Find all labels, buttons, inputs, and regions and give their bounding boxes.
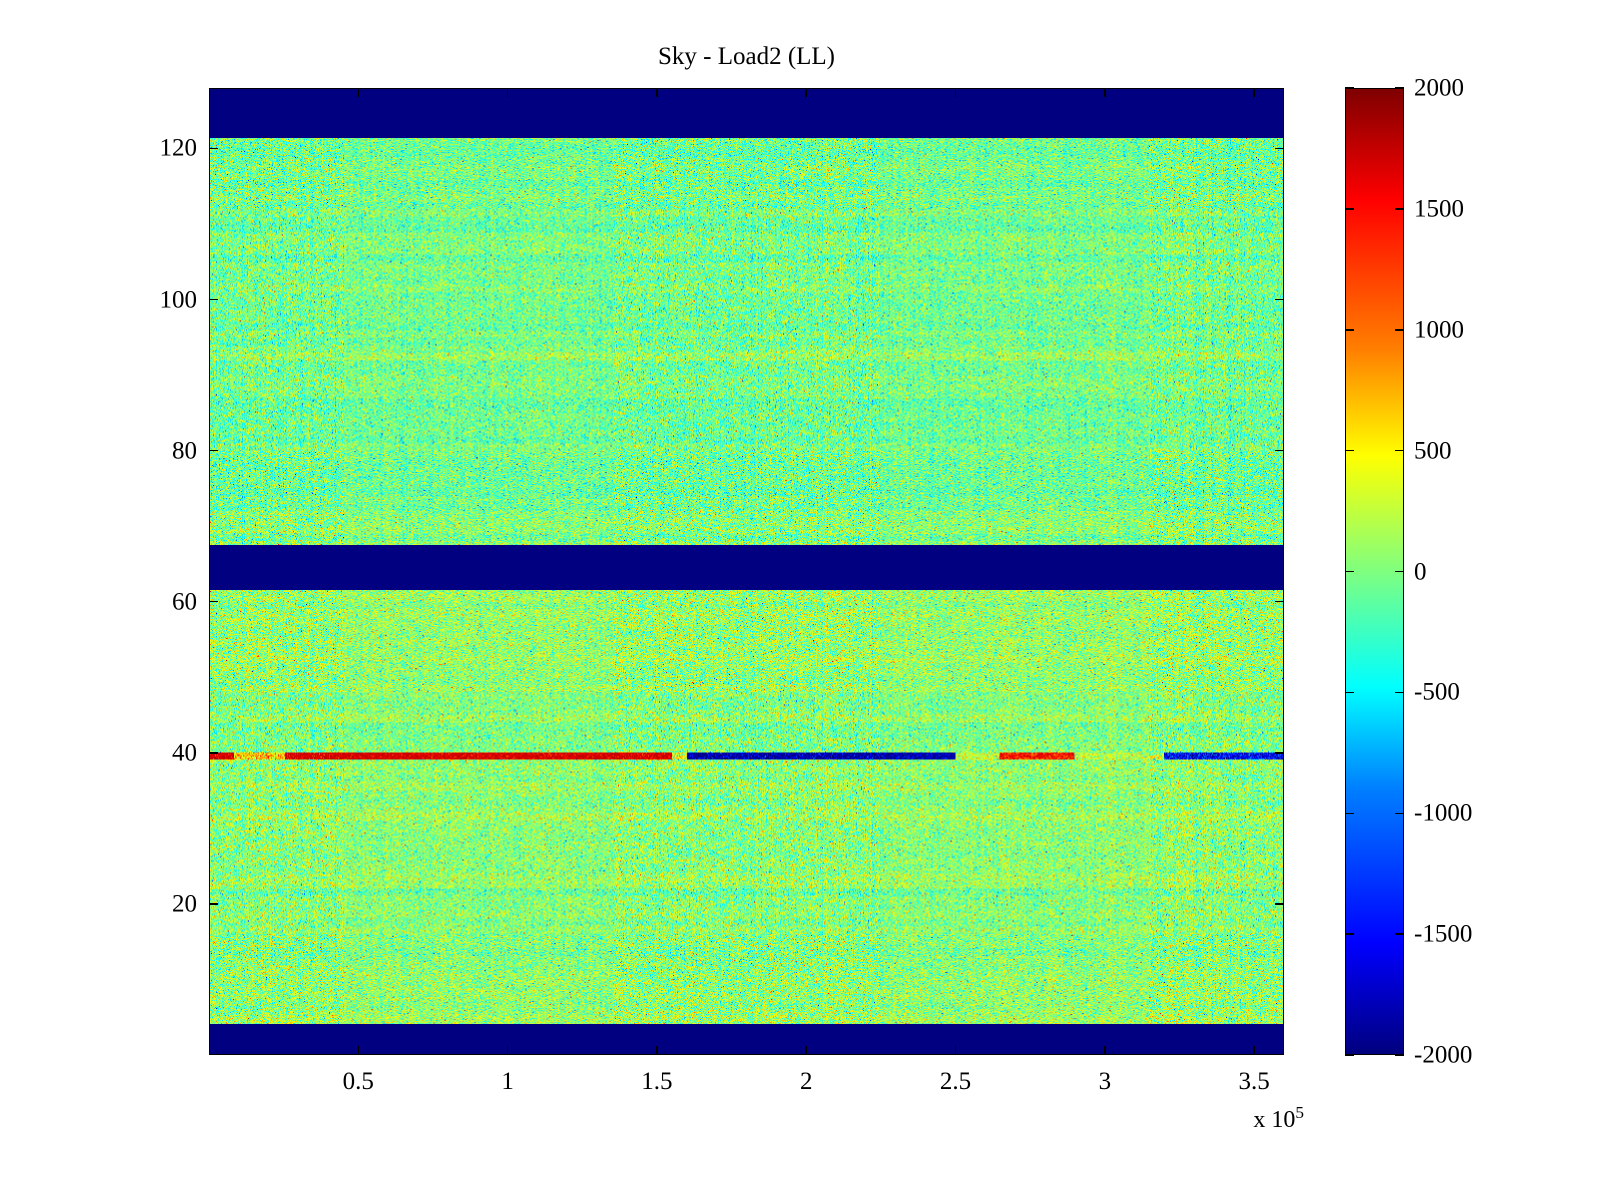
colorbar-tick-right [1395,691,1404,694]
y-axis-tick [209,449,218,452]
colorbar-tick-label: 500 [1414,437,1452,465]
x-axis-tick-label: 0.5 [342,1068,374,1095]
colorbar-tick [1345,87,1354,89]
y-axis-tick-right [1275,449,1284,452]
colorbar-tick-label: -2000 [1414,1041,1473,1069]
x-multiplier-exponent: 5 [1295,1103,1304,1122]
colorbar-tick-right [1395,329,1404,331]
y-axis-tick-label: 80 [172,437,197,465]
colorbar-tick-right [1395,208,1404,210]
x-axis-tick [1253,1046,1255,1055]
y-axis-tick-right [1275,298,1284,301]
colorbar-tick-label: -500 [1414,678,1460,706]
y-axis-tick [209,903,218,905]
y-axis-tick-label: 100 [159,286,198,314]
x-axis-tick-label: 1 [501,1068,514,1095]
x-axis-tick-label: 3 [1098,1068,1112,1095]
x-axis-tick-label: 2 [799,1068,813,1095]
colorbar-tick [1345,812,1354,814]
x-axis-tick [954,1046,957,1055]
x-axis-tick [1104,1046,1106,1055]
y-axis-tick [209,147,218,150]
y-axis-tick [209,600,218,603]
colorbar-tick-label: 1000 [1414,316,1464,344]
y-axis-tick-right [1275,147,1284,150]
colorbar-tick [1345,1054,1354,1056]
heatmap-image [210,89,1283,1054]
x-axis-tick [805,1046,807,1055]
y-axis-tick-right [1275,600,1284,603]
x-axis-tick-label: 1.5 [641,1068,673,1095]
x-axis-tick-top [1253,88,1255,97]
colorbar-tick-right [1395,449,1404,452]
y-axis-tick-label: 60 [172,588,197,616]
y-axis-tick-label: 120 [159,134,198,162]
y-axis-tick-right [1275,752,1284,754]
x-axis-tick-top [506,88,509,97]
page-title: Sky - Load2 (LL) [657,43,836,70]
x-axis-tick-top [954,88,957,97]
x-axis-tick-top [656,88,658,97]
colorbar-tick-right [1395,87,1404,89]
x-axis-tick-top [357,88,360,97]
colorbar-tick-right [1395,812,1404,814]
y-axis-tick [209,752,218,754]
colorbar-tick-right [1395,570,1404,573]
x-axis-tick-label: 3.5 [1238,1068,1270,1095]
x-axis-multiplier-label: x 105 [1253,1104,1304,1132]
colorbar-tick-right [1395,933,1404,935]
x-axis-tick [656,1046,658,1055]
x-axis-tick [506,1046,509,1055]
colorbar-tick-label: -1500 [1414,920,1473,948]
colorbar-tick-label: 1500 [1414,195,1464,223]
x-axis-tick-top [1104,88,1106,97]
colorbar-tick [1345,208,1354,210]
x-multiplier-text: x 10 [1253,1107,1296,1133]
colorbar-tick [1345,933,1354,935]
y-axis-tick [209,298,218,301]
x-axis-tick-label: 2.5 [939,1068,972,1095]
y-axis-tick-label: 40 [172,739,197,767]
colorbar-tick [1345,329,1354,331]
colorbar-tick-right [1395,1054,1404,1056]
y-axis-tick-right [1275,903,1284,905]
colorbar-tick [1345,691,1354,694]
x-axis-tick-top [805,88,807,97]
colorbar-tick [1345,570,1354,573]
colorbar-tick-label: 2000 [1414,74,1464,102]
colorbar-tick-label: 0 [1414,558,1427,585]
colorbar-tick-label: -1000 [1414,799,1473,827]
heatmap-axes[interactable] [209,88,1284,1055]
colorbar-gradient [1346,89,1403,1054]
colorbar-tick [1345,449,1354,452]
x-axis-tick [357,1046,360,1055]
y-axis-tick-label: 20 [172,890,197,918]
